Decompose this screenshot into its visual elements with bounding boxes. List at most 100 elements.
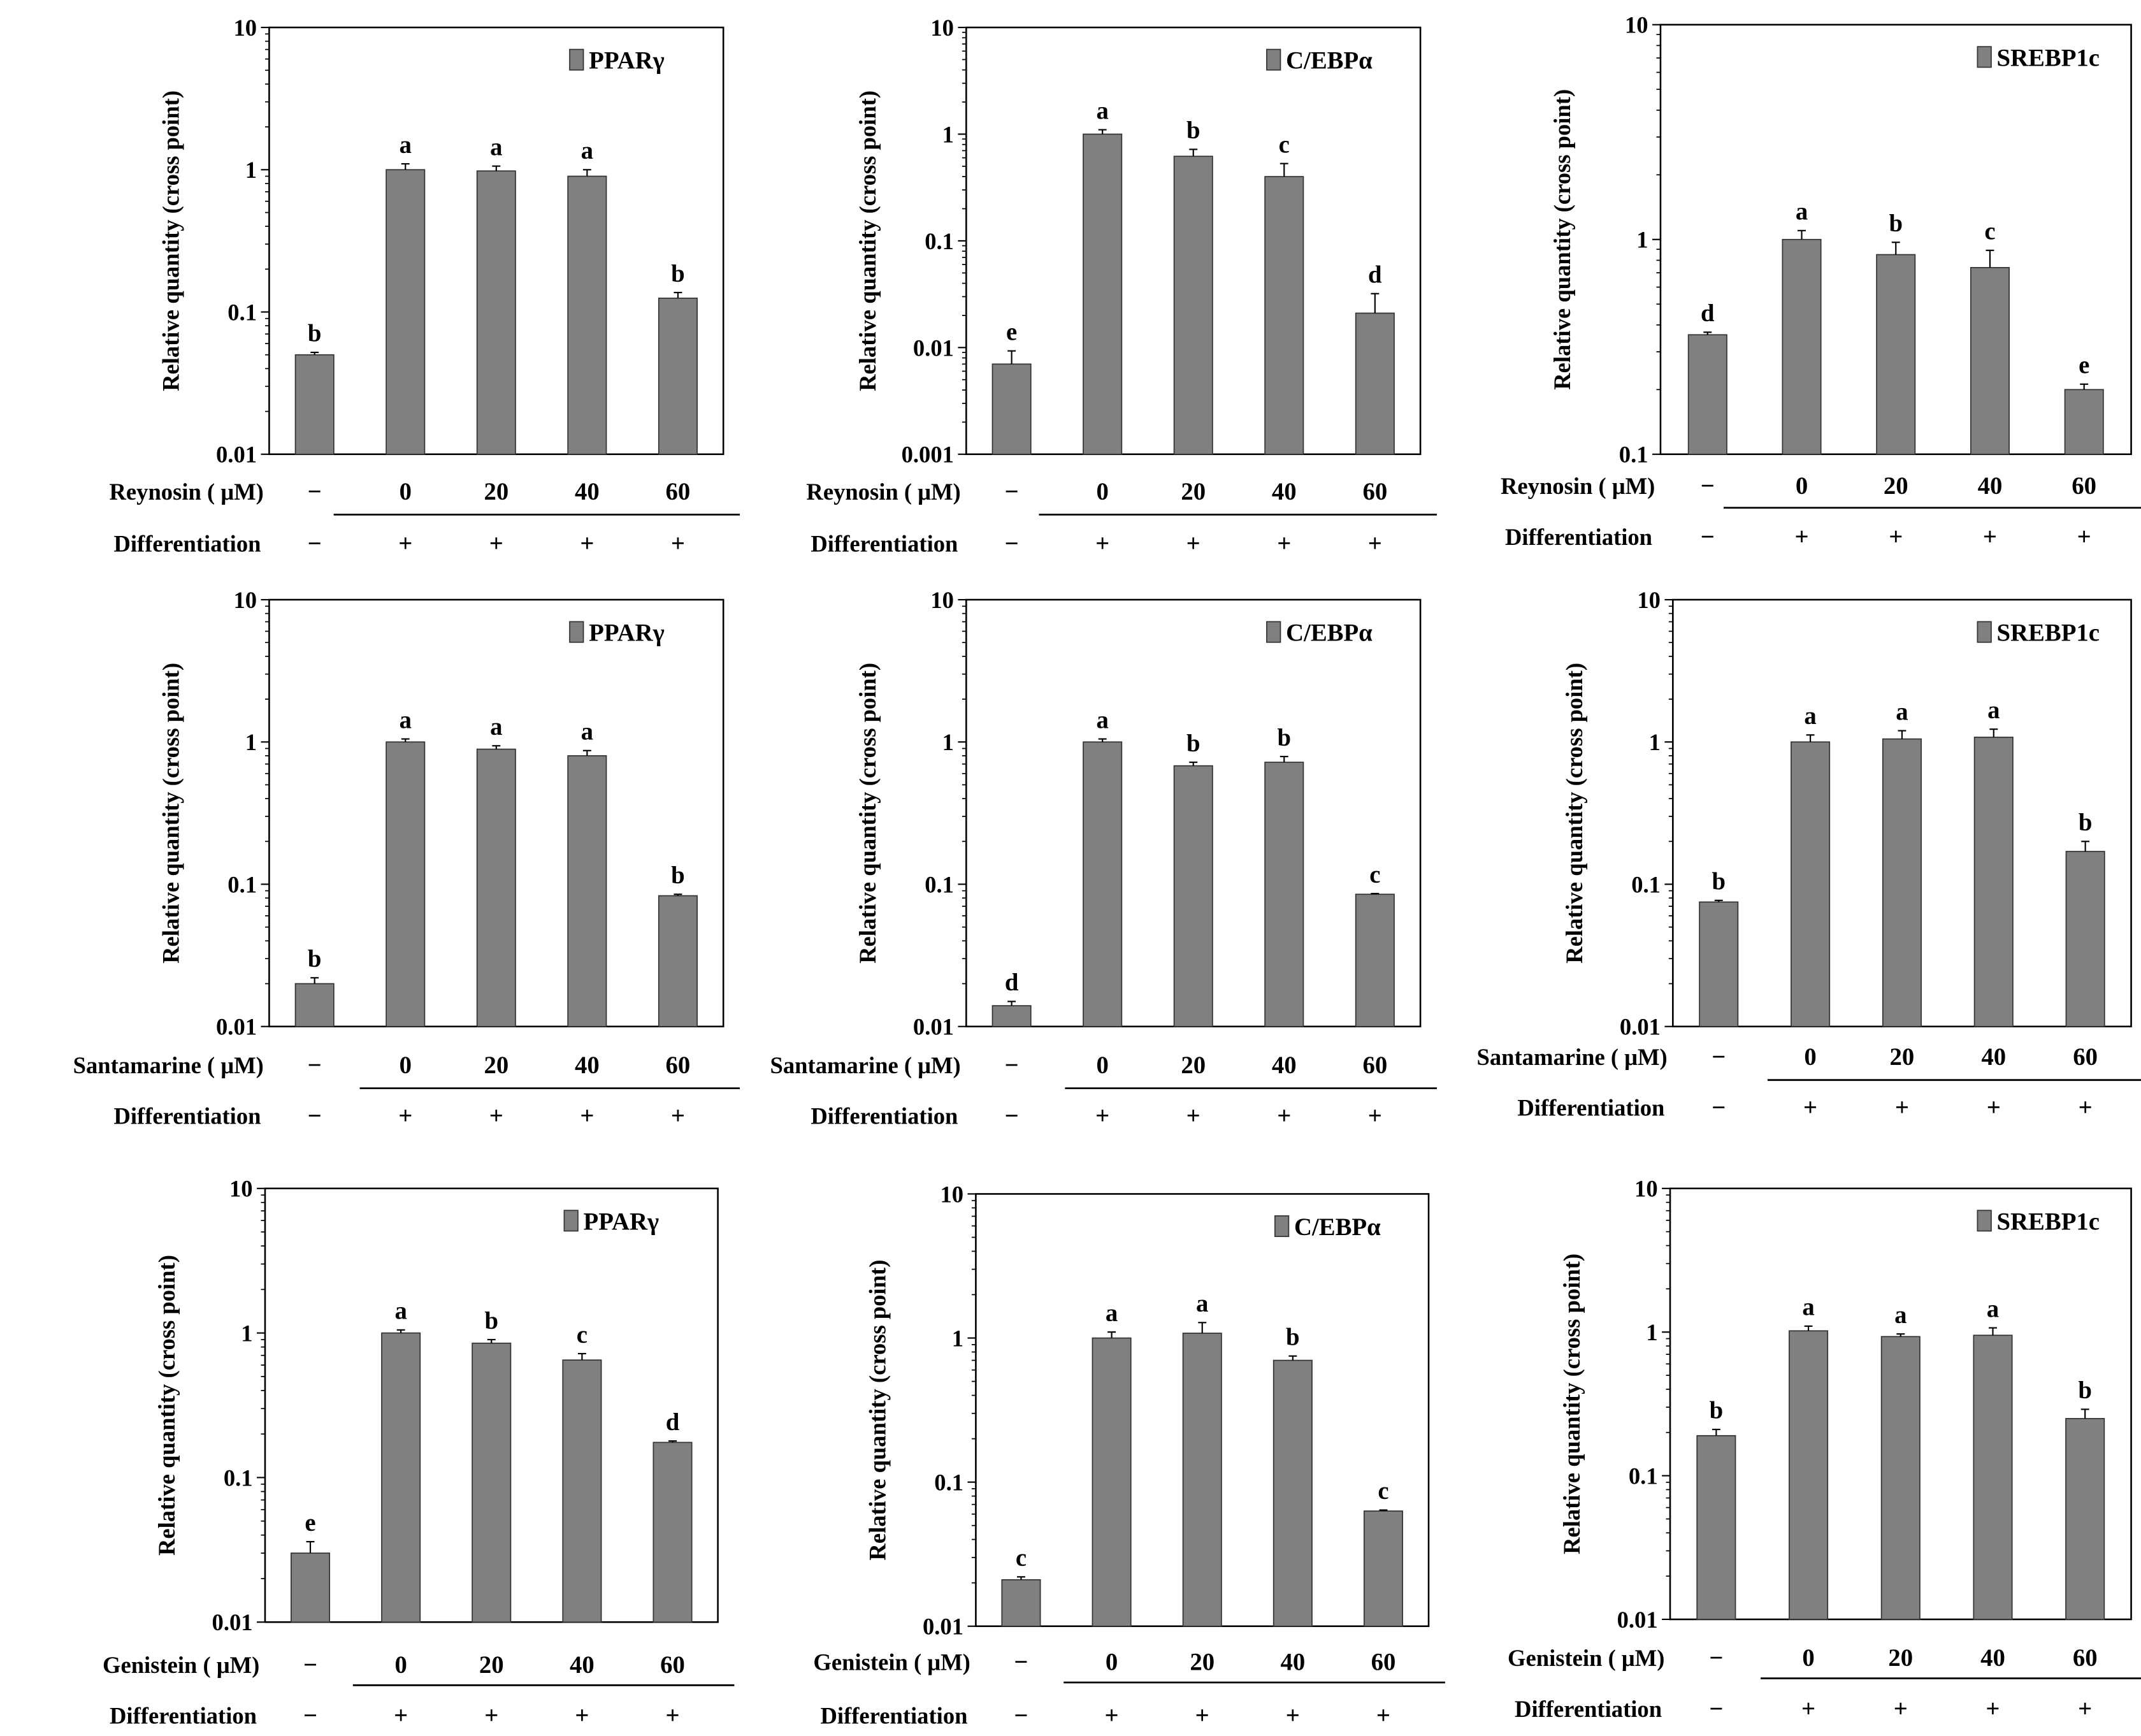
significance-letter: a [1987,697,2000,724]
concentration-label: 0 [1106,1649,1118,1676]
legend-swatch [563,1210,579,1232]
differentiation-sign: + [398,1103,412,1130]
differentiation-sign: + [2078,1695,2092,1723]
treatment-label: Genistein ( μM) [1508,1645,1664,1671]
differentiation-sign: + [1803,1094,1817,1122]
bar [1687,334,1727,455]
bar [2064,389,2104,455]
significance-letter: b [308,320,322,347]
significance-letter: d [1368,261,1382,289]
chart-panel-1: 0.01 0.1 1 10 Relative quantity (cross point… [109,15,740,558]
legend-label: C/EBPα [1286,619,1373,647]
differentiation-sign: + [1195,1702,1209,1730]
y-tick-label: 0.01 [913,1014,954,1040]
y-tick-label: 10 [1625,12,1648,38]
legend-label: PPARγ [589,619,665,647]
y-tick-label: 0.01 [216,442,257,468]
concentration-label: 60 [666,478,691,505]
concentration-label: − [1005,478,1019,505]
y-tick-label: 1 [1636,227,1648,253]
concentration-label: 40 [575,1052,600,1079]
bar [1782,238,1822,455]
bar [1880,1336,1921,1620]
concentration-label: 40 [1980,1644,2005,1672]
treatment-label: Reynosin ( μM) [109,479,263,505]
treatment-label: Reynosin ( μM) [806,479,960,505]
y-tick-label: 10 [930,587,954,613]
concentration-label: 20 [1884,472,1908,500]
y-tick-label: 0.1 [1631,871,1661,897]
significance-letter: b [1286,1324,1300,1351]
differentiation-sign: + [1277,530,1291,558]
chart-panel-8: 0.01 0.1 1 10 Relative quantity (cross point… [813,1181,1445,1730]
bar [1272,1359,1313,1627]
legend-swatch [569,48,584,71]
differentiation-sign: + [1983,523,1997,551]
y-tick-label: 0.1 [227,871,257,897]
concentration-label: 0 [400,1052,412,1079]
differentiation-sign: + [1277,1103,1291,1130]
concentration-label: 60 [2073,1043,2098,1071]
concentration-label: − [1005,1052,1019,1079]
significance-letter: c [1984,218,1995,245]
y-tick-label: 0.1 [925,871,954,897]
treatment-label: Santamarine ( μM) [1476,1044,1667,1070]
y-tick-label: 0.01 [923,1614,963,1640]
bar [2065,1418,2105,1620]
differentiation-sign: − [1712,1094,1726,1122]
differentiation-label: Differentiation [110,1703,257,1729]
y-tick-label: 10 [233,15,257,41]
legend-label: SREBP1c [1997,619,2100,647]
concentration-label: 60 [660,1651,685,1679]
differentiation-sign: + [394,1702,408,1730]
bar [1355,893,1395,1027]
differentiation-sign: + [489,1103,503,1130]
y-tick-label: 1 [245,157,257,183]
y-tick-label: 1 [1646,1319,1657,1345]
differentiation-sign: + [1894,1695,1908,1723]
bar [1696,1435,1736,1620]
bar [476,748,516,1027]
significance-letter: c [1016,1544,1027,1572]
concentration-label: 0 [1804,1043,1816,1071]
differentiation-sign: − [308,530,322,558]
differentiation-sign: + [1105,1702,1119,1730]
differentiation-sign: + [1286,1702,1300,1730]
concentration-label: − [308,478,322,505]
significance-letter: a [1796,198,1808,226]
y-tick-label: 0.1 [1629,1463,1658,1489]
y-tick-label: 0.1 [224,1465,253,1491]
differentiation-sign: + [2079,1094,2093,1122]
differentiation-label: Differentiation [113,1103,261,1129]
treatment-label: Santamarine ( μM) [770,1052,961,1078]
concentration-label: 60 [1362,478,1387,505]
bar [1973,1335,2013,1620]
concentration-label: 20 [484,478,508,505]
significance-letter: b [1277,724,1291,751]
significance-letter: d [1701,300,1715,327]
y-axis-label: Relative quantity (cross point) [154,1255,180,1556]
concentration-label: 60 [2073,1644,2098,1672]
bar [1973,736,2014,1027]
concentration-label: − [1712,1043,1726,1071]
y-tick-label: 1 [942,729,954,755]
concentration-label: 40 [1272,478,1297,505]
differentiation-sign: + [1987,1094,2001,1122]
differentiation-sign: − [1701,523,1715,551]
concentration-label: 0 [1096,478,1108,505]
differentiation-sign: − [1005,530,1019,558]
significance-letter: b [308,945,322,973]
significance-letter: c [1279,131,1290,158]
bar [381,1332,421,1623]
significance-letter: a [1987,1295,1999,1322]
significance-letter: a [1196,1290,1208,1317]
bar [472,1342,512,1623]
significance-letter: b [1186,117,1200,144]
y-tick-label: 1 [245,729,257,755]
chart-panel-4: 0.01 0.1 1 10 Relative quantity (cross point… [73,587,740,1130]
y-axis-label: Relative quantity (cross point) [864,1260,890,1561]
differentiation-sign: + [1186,1103,1200,1130]
concentration-label: 40 [1981,1043,2006,1071]
legend-label: SREBP1c [1997,44,2100,71]
